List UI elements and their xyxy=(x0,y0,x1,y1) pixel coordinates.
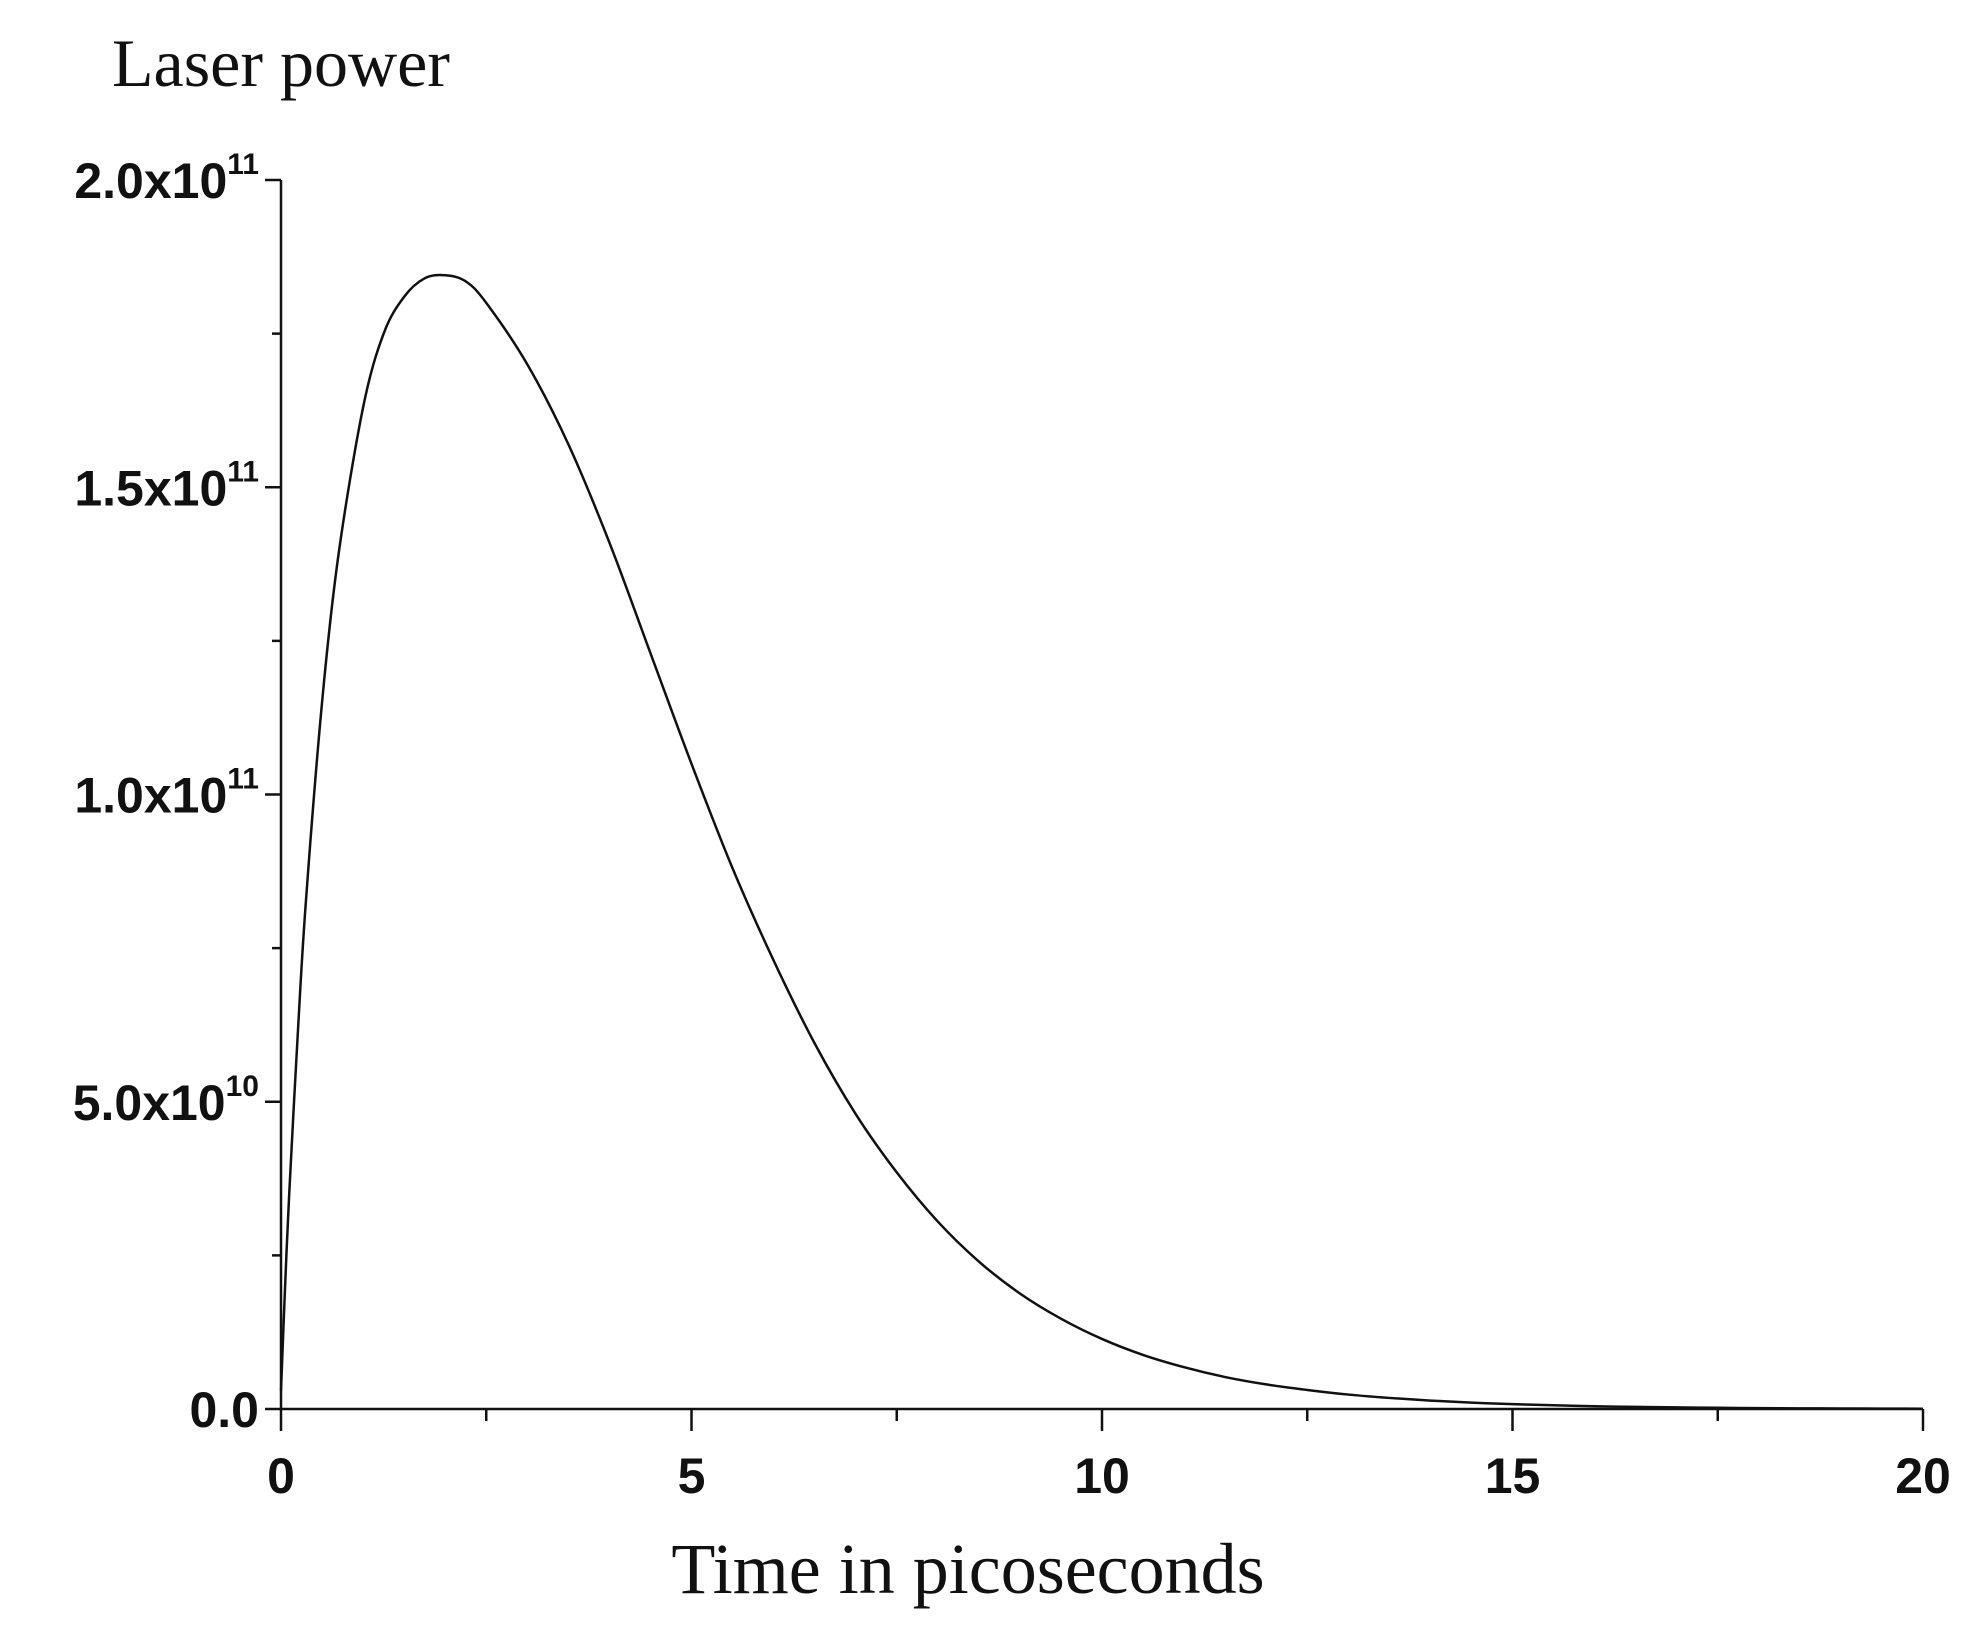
x-tick-label: 5 xyxy=(678,1448,706,1504)
y-tick-exponent: 10 xyxy=(226,1070,259,1103)
y-tick-mantissa: 5.0x10 xyxy=(73,1075,226,1131)
tick-labels: 0 5 10 15 200.05.0x10101.0x10111.5x10112.0x1… xyxy=(73,148,1951,1504)
y-tick-exponent: 11 xyxy=(227,148,259,181)
x-tick-label: 20 xyxy=(1895,1448,1951,1504)
y-tick-exponent: 11 xyxy=(227,763,259,796)
x-tick-label: 0 xyxy=(267,1448,295,1504)
y-axis-title: Laser power xyxy=(112,25,450,101)
laser-power-curve xyxy=(279,273,1924,1410)
y-tick-label: 5.0x1010 xyxy=(73,1070,259,1131)
x-tick-label: 15 xyxy=(1485,1448,1541,1504)
y-tick-label: 1.5x1011 xyxy=(74,455,259,516)
y-tick-label: 1.0x1011 xyxy=(74,763,259,824)
y-tick-label: 2.0x1011 xyxy=(74,148,259,209)
y-tick-mantissa: 1.5x10 xyxy=(74,460,227,516)
y-tick-label: 0.0 xyxy=(189,1382,259,1438)
x-tick-label: 10 xyxy=(1074,1448,1130,1504)
y-tick-exponent: 11 xyxy=(227,455,259,488)
y-tick-mantissa: 2.0x10 xyxy=(74,153,227,209)
y-tick-mantissa: 0.0 xyxy=(189,1382,259,1438)
ticks xyxy=(265,178,1925,1431)
x-axis-title: Time in picoseconds xyxy=(671,1529,1264,1609)
y-tick-mantissa: 1.0x10 xyxy=(74,768,227,824)
